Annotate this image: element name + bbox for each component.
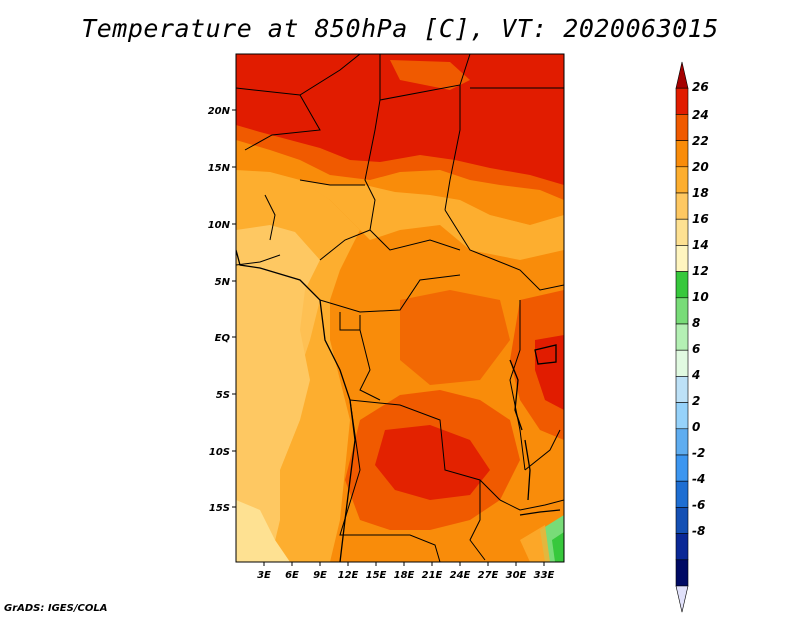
- lat-tick-label: 15S: [209, 503, 230, 514]
- country-borders: [236, 54, 564, 562]
- colorbar-label: -6: [692, 498, 705, 512]
- lon-tick-label: 18E: [394, 570, 415, 581]
- colorbar-cell: [675, 454, 689, 482]
- colorbar-cell: [675, 166, 689, 194]
- page-title: Temperature at 850hPa [C], VT: 202006301…: [81, 14, 719, 43]
- colorbar-label: 18: [692, 186, 709, 200]
- colorbar-cell: [675, 140, 689, 168]
- lon-tick-label: 12E: [338, 570, 359, 581]
- colorbar-cell: [675, 297, 689, 325]
- lon-tick-label: 3E: [257, 570, 271, 581]
- colorbar-cell: [675, 349, 689, 377]
- colorbar-label: 8: [692, 316, 700, 330]
- colorbar-cell: [675, 271, 689, 299]
- colorbar-arrow-top: [675, 61, 689, 89]
- longitude-axis: 3E 6E 9E 12E 15E 18E 21E 24E 27E 30E 33E: [257, 562, 555, 581]
- temperature-field: [236, 54, 564, 562]
- colorbar-label: 20: [692, 160, 709, 174]
- colorbar-cell: [675, 114, 689, 141]
- lat-tick-label: 15N: [208, 163, 231, 174]
- lon-tick-label: 9E: [313, 570, 327, 581]
- colorbar-arrow-bottom: [675, 585, 689, 613]
- colorbar-label: 16: [692, 212, 709, 226]
- colorbar-cell: [675, 87, 689, 115]
- colorbar-cell: [675, 376, 689, 403]
- colorbar-label: 6: [692, 342, 700, 356]
- colorbar-cell: [675, 428, 689, 456]
- colorbar-label: 4: [691, 368, 700, 382]
- lat-tick-label: EQ: [215, 333, 231, 344]
- colorbar-label: 10: [692, 290, 709, 304]
- colorbar-label: 26: [692, 80, 709, 94]
- colorbar-label: -4: [692, 472, 705, 486]
- lon-tick-label: 21E: [422, 570, 443, 581]
- colorbar-label: -8: [692, 524, 705, 538]
- coastline-and-lakes: [236, 249, 561, 562]
- colorbar-cell: [675, 192, 689, 220]
- colorbar: 26 24 22 20 18 16 14 12 10 8 6 4 2 0 -2 …: [675, 61, 709, 613]
- colorbar-label: -2: [692, 446, 705, 460]
- lon-tick-label: 33E: [534, 570, 555, 581]
- colorbar-label: 22: [692, 134, 709, 148]
- colorbar-cell: [675, 533, 689, 561]
- colorbar-cell: [675, 218, 689, 246]
- lon-tick-label: 24E: [450, 570, 471, 581]
- latitude-axis: 20N 15N 10N 5N EQ 5S 10S 15S: [208, 106, 236, 514]
- colorbar-label: 2: [692, 394, 700, 408]
- lon-tick-label: 6E: [285, 570, 299, 581]
- map-frame: [235, 53, 565, 563]
- lon-tick-label: 27E: [478, 570, 499, 581]
- colorbar-label: 12: [692, 264, 709, 278]
- lat-tick-label: 5N: [215, 277, 231, 288]
- colorbar-cell: [675, 480, 689, 508]
- lat-tick-label: 10S: [209, 447, 230, 458]
- lon-tick-label: 30E: [506, 570, 527, 581]
- colorbar-cell: [675, 245, 689, 272]
- lat-tick-label: 5S: [216, 390, 230, 401]
- lon-tick-label: 15E: [366, 570, 387, 581]
- colorbar-label: 24: [692, 108, 709, 122]
- colorbar-label: 0: [692, 420, 700, 434]
- colorbar-cell: [675, 507, 689, 534]
- lat-tick-label: 10N: [208, 220, 231, 231]
- colorbar-cell: [675, 323, 689, 351]
- lat-tick-label: 20N: [208, 106, 231, 117]
- colorbar-label: 14: [692, 238, 709, 252]
- credit-label: GrADS: IGES/COLA: [4, 603, 108, 614]
- colorbar-cell: [675, 559, 689, 587]
- colorbar-cell: [675, 402, 689, 430]
